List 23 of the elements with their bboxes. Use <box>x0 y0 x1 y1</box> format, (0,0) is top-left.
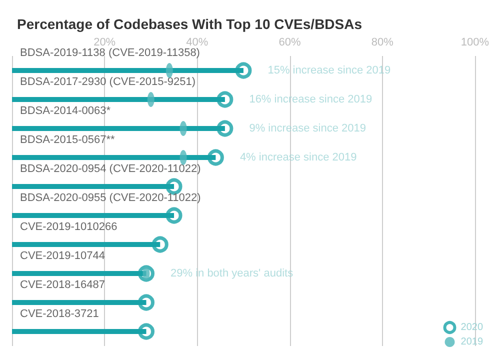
x-tick-label: 100% <box>460 36 490 48</box>
legend-label: 2019 <box>460 336 484 348</box>
y-tick-label: CVE-2019-1010266 <box>20 221 118 233</box>
x-tick-label: 20% <box>94 36 116 48</box>
data-label: 29% in both years' audits <box>170 268 294 280</box>
legend-label: 2020 <box>460 322 484 333</box>
data-label: 15% increase since 2019 <box>268 64 391 76</box>
y-tick-label: CVE-2019-10744 <box>20 250 106 262</box>
y-tick-label: BDSA-2017-2930 (CVE-2015-9251) <box>20 76 196 88</box>
data-label: 16% increase since 2019 <box>249 94 372 106</box>
y-tick-label: BDSA-2014-0063* <box>20 105 112 117</box>
y-tick-label: BDSA-2015-0567** <box>20 134 116 146</box>
y-tick-label: BDSA-2020-0954 (CVE-2020-11022) <box>20 163 201 175</box>
x-tick-label: 40% <box>186 36 208 48</box>
y-tick-label: CVE-2018-16487 <box>20 279 106 291</box>
x-tick-label: 80% <box>371 36 394 48</box>
y-tick-label: CVE-2018-3721 <box>20 308 99 320</box>
x-tick-label: 60% <box>278 36 301 48</box>
data-label: 4% increase since 2019 <box>240 152 357 164</box>
data-label: 9% increase since 2019 <box>249 122 366 134</box>
chart-title: Percentage of Codebases With Top 10 CVEs/BDSAs <box>17 16 362 32</box>
y-tick-label: BDSA-2019-1138 (CVE-2019-11358) <box>20 47 200 59</box>
y-tick-label: BDSA-2020-0955 (CVE-2020-11022) <box>20 192 201 204</box>
